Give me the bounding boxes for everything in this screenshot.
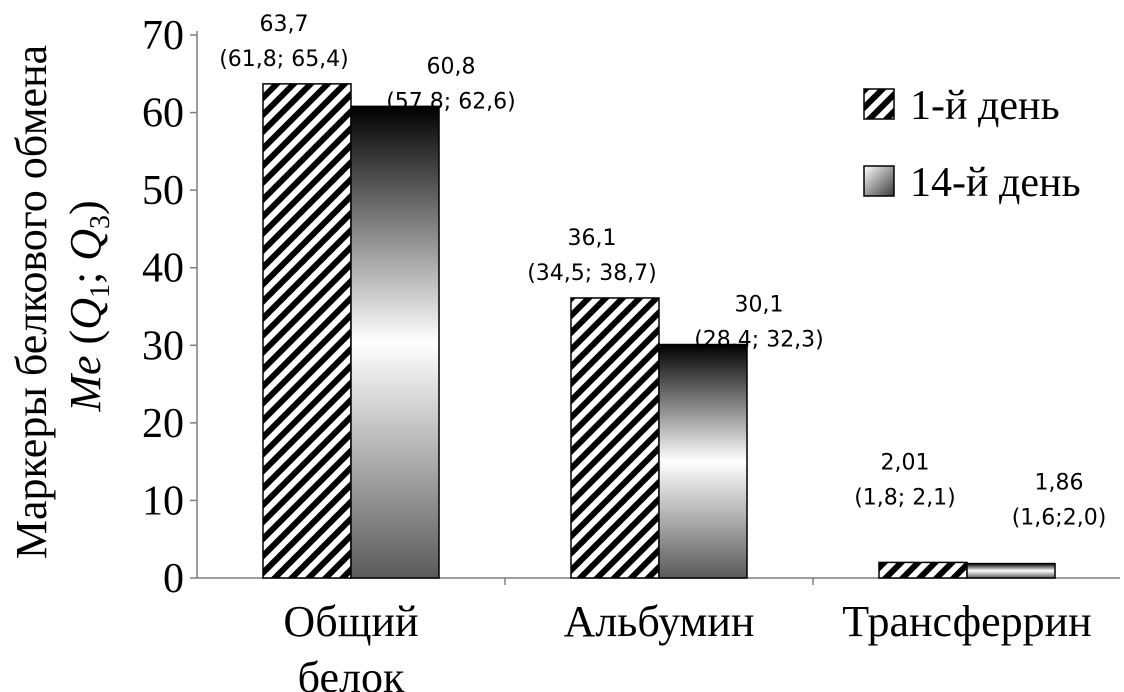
value-label: 30,1 [735, 293, 784, 318]
category-label: Альбумин [564, 597, 755, 646]
legend-swatch-day14 [863, 165, 895, 197]
legend-label-day1: 1-й день [910, 83, 1060, 129]
value-label: 63,7 [260, 12, 309, 37]
range-label: (28,4; 32,3) [694, 328, 824, 353]
range-label: (1,6;2,0) [1012, 506, 1107, 531]
y-tick-label: 70 [142, 13, 184, 59]
bar-day14-0 [350, 105, 440, 579]
category-label: белок [298, 653, 405, 692]
range-label: (34,5; 38,7) [527, 261, 657, 286]
bar-day1-1 [570, 297, 660, 579]
value-label: 60,8 [427, 54, 476, 79]
range-label: (61,8; 65,4) [219, 47, 349, 72]
range-label: (57,8; 62,6) [386, 89, 516, 114]
category-label: Общий [283, 597, 418, 646]
bar-day14-2 [966, 562, 1056, 579]
y-axis-title-line2: Me (Q1; Q3) [61, 200, 116, 412]
range-label: (1,8; 2,1) [854, 485, 956, 510]
legend: 1-й день 14-й день [863, 83, 1081, 206]
y-axis-title: Маркеры белкового обмена Me (Q1; Q3) [7, 45, 116, 559]
legend-swatch-day1 [863, 88, 895, 120]
y-tick-label: 0 [163, 556, 184, 602]
y-tick-label: 60 [142, 91, 184, 137]
bar-day1-2 [878, 561, 968, 579]
value-label: 36,1 [568, 226, 617, 251]
category-labels: Общий белок Альбумин Трансферрин [283, 597, 1091, 692]
y-tick-label: 40 [142, 246, 184, 292]
y-tick-label: 30 [142, 323, 184, 369]
y-axis: 0 10 20 30 40 50 60 70 [142, 13, 198, 602]
value-label: 2,01 [881, 450, 930, 475]
y-axis-title-line1: Маркеры белкового обмена [7, 45, 56, 559]
legend-label-day14: 14-й день [910, 160, 1081, 206]
x-axis [197, 577, 1120, 585]
bar-day14-1 [658, 343, 748, 579]
y-tick-label: 20 [142, 401, 184, 447]
y-tick-label: 50 [142, 168, 184, 214]
value-labels: 63,7 (61,8; 65,4) 36,1 (34,5; 38,7) 2,01 (1,8… [219, 12, 1106, 531]
value-label: 1,86 [1035, 471, 1084, 496]
bar-day1-0 [262, 83, 352, 579]
category-label: Трансферрин [842, 597, 1091, 646]
y-tick-label: 10 [142, 478, 184, 524]
bars [262, 83, 1056, 579]
